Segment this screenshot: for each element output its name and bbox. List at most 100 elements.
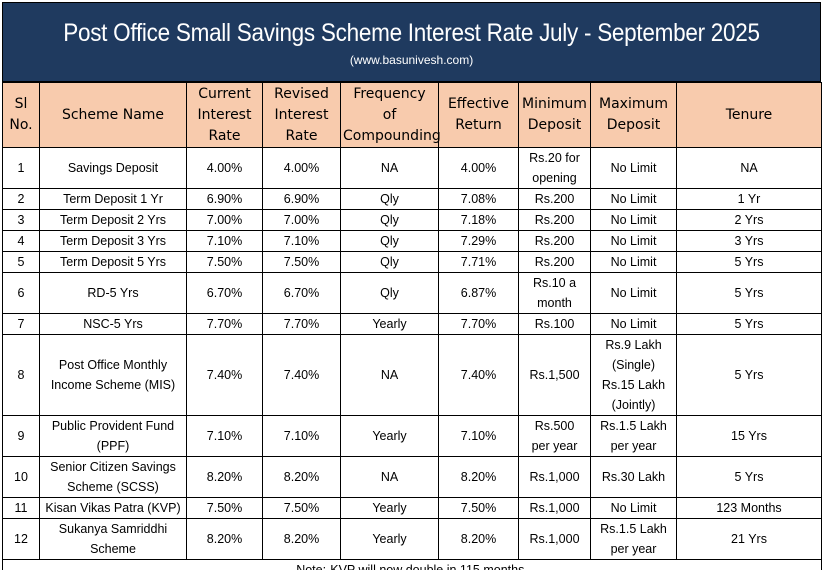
cell-minimum-deposit: Rs.200 <box>518 251 591 273</box>
cell-scheme-name: Term Deposit 1 Yr <box>39 188 187 210</box>
cell-minimum-deposit: Rs.1,000 <box>518 518 591 560</box>
cell-maximum-deposit: No Limit <box>590 251 677 273</box>
cell-sl-no: 10 <box>2 456 40 498</box>
cell-current-rate: 6.70% <box>186 272 263 314</box>
cell-minimum-deposit: Rs.200 <box>518 230 591 252</box>
cell-maximum-deposit: No Limit <box>590 209 677 231</box>
cell-revised-rate: 7.70% <box>262 313 341 335</box>
cell-sl-no: 2 <box>2 188 40 210</box>
cell-compounding-frequency: Qly <box>340 209 439 231</box>
cell-tenure: NA <box>676 147 822 189</box>
title-banner: Post Office Small Savings Scheme Interes… <box>2 2 821 82</box>
cell-scheme-name: Senior Citizen Savings Scheme (SCSS) <box>39 456 187 498</box>
cell-scheme-name: Term Deposit 2 Yrs <box>39 209 187 231</box>
cell-sl-no: 11 <box>2 497 40 519</box>
cell-minimum-deposit: Rs.200 <box>518 209 591 231</box>
cell-sl-no: 1 <box>2 147 40 189</box>
cell-maximum-deposit: No Limit <box>590 272 677 314</box>
cell-revised-rate: 8.20% <box>262 456 341 498</box>
cell-compounding-frequency: Yearly <box>340 497 439 519</box>
cell-maximum-deposit: No Limit <box>590 147 677 189</box>
cell-minimum-deposit: Rs.500 per year <box>518 415 591 457</box>
header-current-rate: Current Interest Rate <box>186 82 263 148</box>
cell-compounding-frequency: Yearly <box>340 518 439 560</box>
footnote: Note:-KVP will now double in 115 months. <box>2 559 822 570</box>
cell-sl-no: 9 <box>2 415 40 457</box>
cell-minimum-deposit: Rs.10 a month <box>518 272 591 314</box>
table-row: 6 RD-5 Yrs 6.70% 6.70% Qly 6.87% Rs.10 a month… <box>2 272 822 314</box>
cell-effective-return: 7.50% <box>438 497 519 519</box>
cell-maximum-deposit: No Limit <box>590 188 677 210</box>
cell-sl-no: 6 <box>2 272 40 314</box>
cell-tenure: 15 Yrs <box>676 415 822 457</box>
cell-tenure: 5 Yrs <box>676 334 822 416</box>
cell-scheme-name: Savings Deposit <box>39 147 187 189</box>
cell-minimum-deposit: Rs.1,000 <box>518 497 591 519</box>
cell-minimum-deposit: Rs.1,500 <box>518 334 591 416</box>
cell-compounding-frequency: Qly <box>340 272 439 314</box>
cell-effective-return: 4.00% <box>438 147 519 189</box>
cell-scheme-name: Term Deposit 3 Yrs <box>39 230 187 252</box>
cell-tenure: 2 Yrs <box>676 209 822 231</box>
cell-scheme-name: Public Provident Fund (PPF) <box>39 415 187 457</box>
cell-scheme-name: NSC-5 Yrs <box>39 313 187 335</box>
cell-effective-return: 7.18% <box>438 209 519 231</box>
cell-tenure: 3 Yrs <box>676 230 822 252</box>
cell-compounding-frequency: NA <box>340 334 439 416</box>
cell-scheme-name: Sukanya Samriddhi Scheme <box>39 518 187 560</box>
table-row: 5 Term Deposit 5 Yrs 7.50% 7.50% Qly 7.71% Rs.… <box>2 251 822 273</box>
cell-current-rate: 7.70% <box>186 313 263 335</box>
cell-maximum-deposit: No Limit <box>590 497 677 519</box>
header-sl-no: Sl No. <box>2 82 40 148</box>
cell-sl-no: 7 <box>2 313 40 335</box>
header-maximum-deposit: Maximum Deposit <box>590 82 677 148</box>
cell-effective-return: 8.20% <box>438 456 519 498</box>
cell-sl-no: 12 <box>2 518 40 560</box>
cell-revised-rate: 6.70% <box>262 272 341 314</box>
table-row: 3 Term Deposit 2 Yrs 7.00% 7.00% Qly 7.18% Rs.… <box>2 209 822 231</box>
cell-revised-rate: 4.00% <box>262 147 341 189</box>
cell-effective-return: 7.10% <box>438 415 519 457</box>
cell-minimum-deposit: Rs.200 <box>518 188 591 210</box>
cell-current-rate: 7.00% <box>186 209 263 231</box>
table-row: 12 Sukanya Samriddhi Scheme 8.20% 8.20% Year… <box>2 518 822 560</box>
cell-revised-rate: 8.20% <box>262 518 341 560</box>
cell-compounding-frequency: Qly <box>340 230 439 252</box>
cell-scheme-name: Term Deposit 5 Yrs <box>39 251 187 273</box>
cell-scheme-name: Post Office Monthly Income Scheme (MIS) <box>39 334 187 416</box>
cell-effective-return: 7.70% <box>438 313 519 335</box>
cell-current-rate: 7.40% <box>186 334 263 416</box>
cell-current-rate: 6.90% <box>186 188 263 210</box>
cell-revised-rate: 7.50% <box>262 251 341 273</box>
table-row: 1 Savings Deposit 4.00% 4.00% NA 4.00% Rs.20 f… <box>2 147 822 189</box>
cell-sl-no: 5 <box>2 251 40 273</box>
cell-maximum-deposit: Rs.1.5 Lakh per year <box>590 518 677 560</box>
table-row: 11 Kisan Vikas Patra (KVP) 7.50% 7.50% Yearl… <box>2 497 822 519</box>
cell-maximum-deposit: Rs.30 Lakh <box>590 456 677 498</box>
cell-effective-return: 7.40% <box>438 334 519 416</box>
cell-tenure: 5 Yrs <box>676 456 822 498</box>
cell-effective-return: 7.29% <box>438 230 519 252</box>
cell-maximum-deposit: Rs.1.5 Lakh per year <box>590 415 677 457</box>
cell-revised-rate: 7.40% <box>262 334 341 416</box>
cell-effective-return: 8.20% <box>438 518 519 560</box>
note-row: Note:-KVP will now double in 115 months. <box>2 559 822 570</box>
cell-tenure: 123 Months <box>676 497 822 519</box>
cell-minimum-deposit: Rs.1,000 <box>518 456 591 498</box>
header-revised-rate: Revised Interest Rate <box>262 82 341 148</box>
cell-minimum-deposit: Rs.20 for opening <box>518 147 591 189</box>
table-row: 9 Public Provident Fund (PPF) 7.10% 7.10% Ye… <box>2 415 822 457</box>
cell-sl-no: 8 <box>2 334 40 416</box>
interest-rate-table: Sl No. Scheme Name Current Interest Rate Re… <box>2 82 822 570</box>
header-minimum-deposit: Minimum Deposit <box>518 82 591 148</box>
table-row: 10 Senior Citizen Savings Scheme (SCSS) 8.… <box>2 456 822 498</box>
cell-effective-return: 6.87% <box>438 272 519 314</box>
cell-maximum-deposit: No Limit <box>590 230 677 252</box>
cell-scheme-name: Kisan Vikas Patra (KVP) <box>39 497 187 519</box>
cell-revised-rate: 7.50% <box>262 497 341 519</box>
cell-compounding-frequency: NA <box>340 147 439 189</box>
cell-current-rate: 7.10% <box>186 230 263 252</box>
cell-tenure: 1 Yr <box>676 188 822 210</box>
cell-tenure: 5 Yrs <box>676 251 822 273</box>
cell-revised-rate: 7.10% <box>262 415 341 457</box>
